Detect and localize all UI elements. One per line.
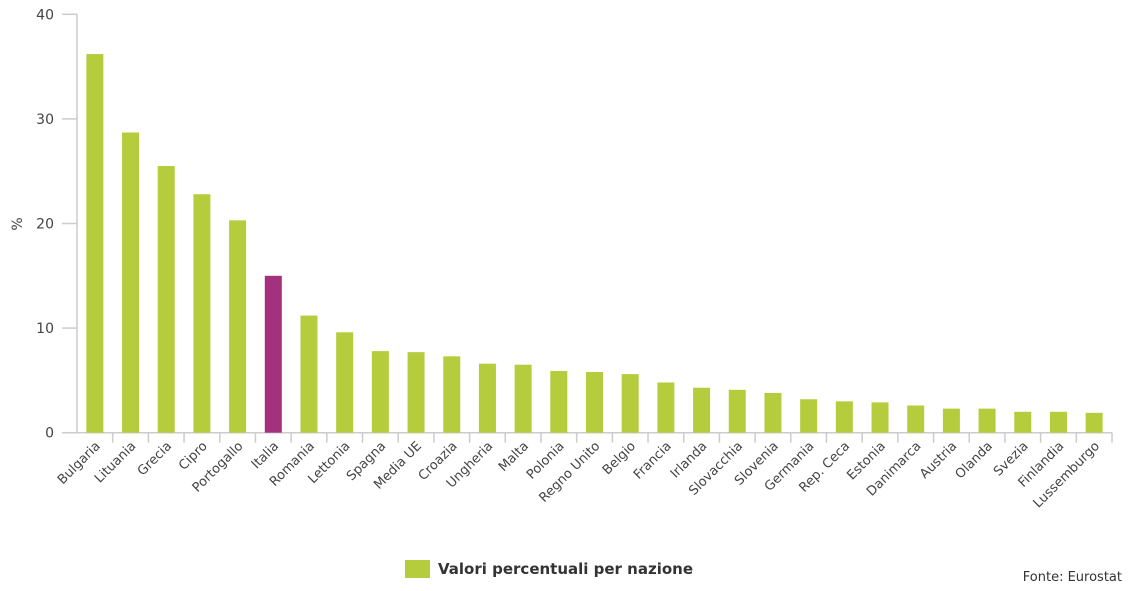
bar-slovenia [764,392,782,433]
legend-label: Valori percentuali per nazione [438,560,694,578]
x-tick-label: Olanda [953,439,996,482]
x-tick-label: Grecia [135,439,175,479]
y-tick-label: 30 [36,112,54,128]
bar-cipro [193,194,211,433]
bar-ungheria [478,363,496,433]
bar-lussemburgo [1085,412,1103,433]
y-tick-label: 0 [45,426,54,442]
bar-francia [657,382,675,433]
legend: Valori percentuali per nazione [405,560,693,578]
bar-rep-ceca [835,401,853,433]
bar-bulgaria [86,54,104,433]
bar-spagna [371,351,389,433]
bar-polonia [550,370,568,433]
legend-swatch [405,560,430,578]
bar-lettonia [336,332,354,433]
bar-finlandia [1049,411,1067,433]
bar-estonia [871,402,889,433]
bar-germania [800,399,818,433]
bar-croazia [443,356,461,433]
bar-regno-unito [586,372,603,433]
x-tick-label: Austria [917,439,960,482]
bar-romania [300,315,318,433]
bar-danimarca [907,405,925,433]
y-tick-label: 20 [36,217,54,233]
y-tick-label: 40 [36,7,54,23]
bar-media-ue [407,352,425,433]
bar-malta [514,364,532,433]
bar-irlanda [693,387,711,433]
bar-lituania [122,132,140,433]
y-axis-label: % [10,217,26,230]
source-note: Fonte: Eurostat [1022,570,1122,585]
bar-olanda [978,408,996,433]
bar-svezia [1014,411,1032,433]
bar-slovacchia [728,389,746,433]
x-tick-label: Italia [249,439,282,472]
bar-austria [942,408,960,433]
x-tick-label: Francia [631,439,675,483]
y-tick-label: 10 [36,321,54,337]
bar-grecia [157,165,175,433]
bar-italia [264,275,282,433]
bar-belgio [621,374,639,433]
bar-portogallo [229,220,247,433]
